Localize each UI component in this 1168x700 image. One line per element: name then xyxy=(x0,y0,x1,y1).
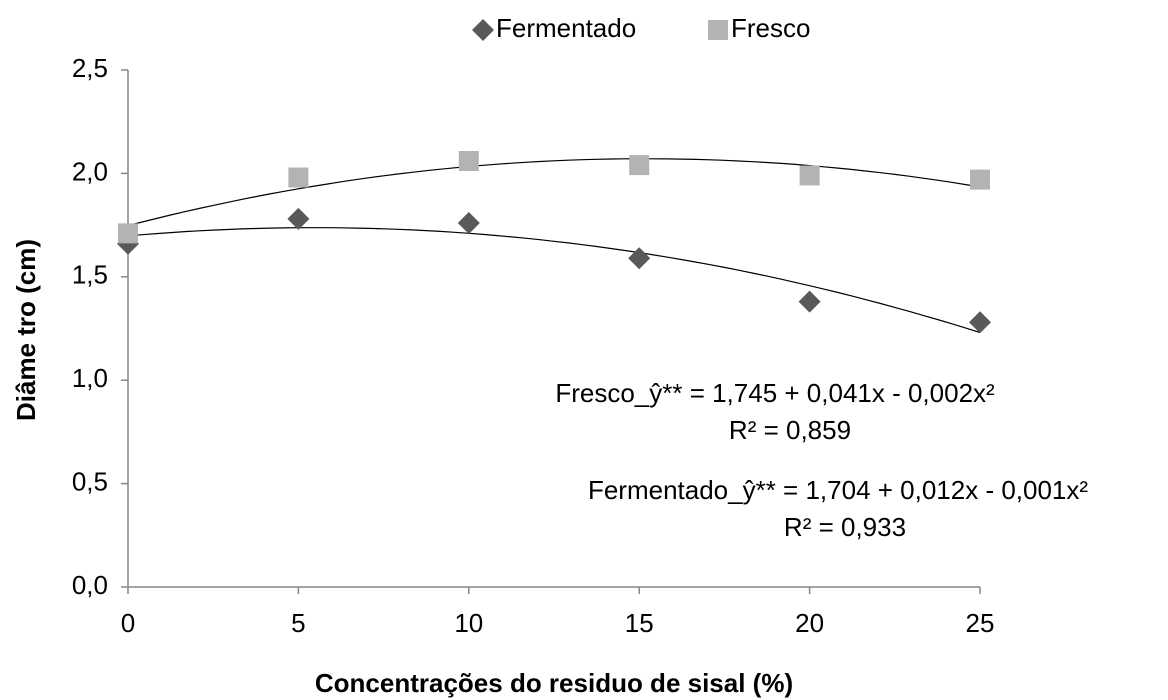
annotation: R² = 0,933 xyxy=(784,512,906,542)
x-tick-label: 5 xyxy=(291,608,305,638)
y-tick-label: 1,0 xyxy=(72,363,108,393)
y-tick-label: 1,5 xyxy=(72,260,108,290)
x-tick-label: 0 xyxy=(121,608,135,638)
trend-line xyxy=(127,158,981,227)
marker xyxy=(628,247,651,270)
x-tick-label: 20 xyxy=(795,608,824,638)
legend-label: Fermentado xyxy=(496,13,636,43)
x-tick-label: 25 xyxy=(966,608,995,638)
marker xyxy=(970,169,990,190)
x-tick-label: 10 xyxy=(454,608,483,638)
marker xyxy=(629,155,650,176)
y-tick-label: 0,5 xyxy=(72,466,108,496)
marker xyxy=(457,212,480,235)
y-axis-title: Diâme tro (cm) xyxy=(11,239,41,421)
marker xyxy=(287,207,310,230)
trend-line xyxy=(127,227,981,334)
marker xyxy=(288,167,309,188)
y-tick-label: 2,0 xyxy=(72,156,108,186)
x-axis-title: Concentrações do residuo de sisal (%) xyxy=(315,668,793,698)
marker xyxy=(969,311,991,334)
marker xyxy=(798,290,821,313)
legend-marker xyxy=(708,20,728,40)
legend-label: Fresco xyxy=(731,13,810,43)
marker xyxy=(118,223,138,244)
legend-marker xyxy=(472,19,494,41)
marker xyxy=(799,165,820,186)
annotation: Fresco_ŷ** = 1,745 + 0,041x - 0,002x² xyxy=(555,378,995,408)
x-tick-label: 15 xyxy=(625,608,654,638)
y-tick-label: 0,0 xyxy=(72,570,108,600)
marker xyxy=(458,150,479,171)
y-tick-label: 2,5 xyxy=(72,53,108,83)
annotation: Fermentado_ŷ** = 1,704 + 0,012x - 0,001x… xyxy=(588,475,1088,505)
annotation: R² = 0,859 xyxy=(729,415,851,445)
